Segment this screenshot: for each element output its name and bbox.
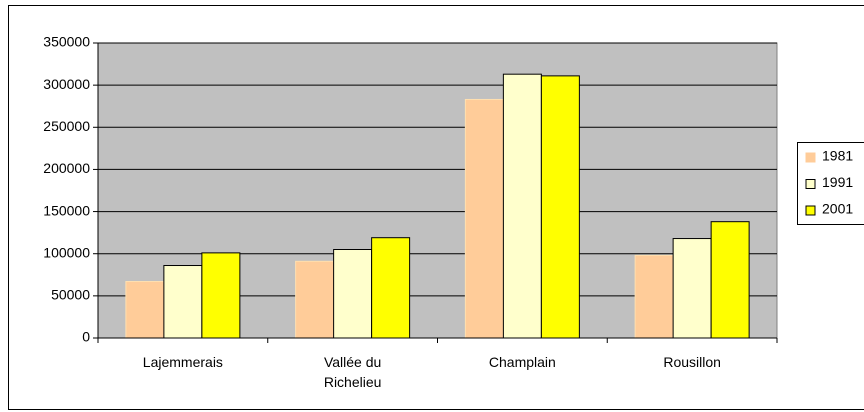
y-tick-label: 350000 bbox=[43, 34, 90, 50]
y-tick-label: 250000 bbox=[43, 118, 90, 134]
bar bbox=[125, 281, 165, 339]
y-tick-label: 0 bbox=[82, 329, 90, 345]
bar bbox=[163, 265, 203, 339]
legend-swatch bbox=[805, 205, 816, 216]
y-tick-label: 50000 bbox=[51, 287, 90, 303]
legend-label: 1981 bbox=[822, 148, 853, 164]
bar bbox=[201, 252, 241, 339]
bar bbox=[295, 260, 335, 339]
bar bbox=[371, 237, 411, 339]
bar bbox=[540, 75, 580, 339]
x-tick-label: Lajemmerais bbox=[142, 354, 223, 370]
y-tick-label: 300000 bbox=[43, 76, 90, 92]
bar bbox=[672, 238, 712, 339]
bar bbox=[464, 98, 504, 339]
legend-swatch bbox=[805, 179, 816, 189]
x-tick-label: Rousillon bbox=[663, 354, 721, 370]
x-tick-label: Champlain bbox=[488, 354, 556, 370]
legend-label: 1991 bbox=[822, 174, 853, 190]
bar bbox=[634, 254, 674, 339]
bar bbox=[502, 73, 542, 339]
y-tick-label: 100000 bbox=[43, 244, 90, 260]
y-tick-label: 200000 bbox=[43, 160, 90, 176]
bar bbox=[710, 221, 750, 339]
y-tick-label: 150000 bbox=[43, 202, 90, 218]
legend-label: 2001 bbox=[822, 201, 853, 217]
legend-swatch bbox=[805, 152, 816, 163]
x-tick-label: Vallée du Richelieu bbox=[323, 354, 382, 390]
bar bbox=[333, 249, 373, 339]
